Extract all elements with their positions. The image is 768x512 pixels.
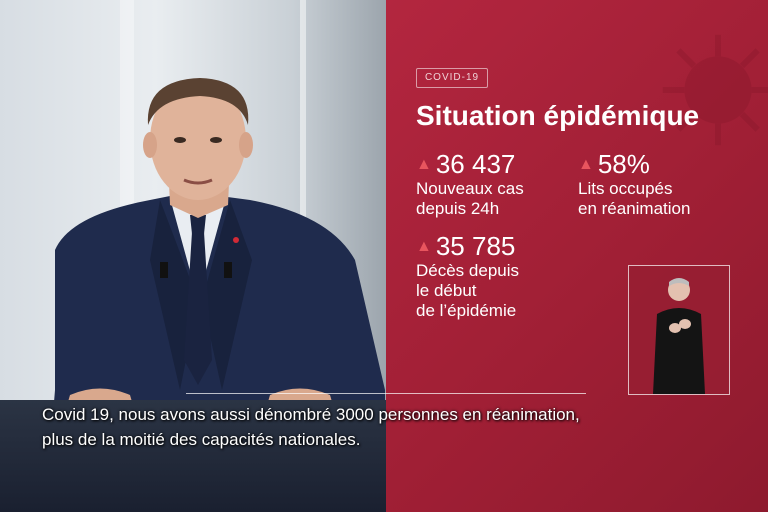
subtitle-line-1: Covid 19, nous avons aussi dénombré 3000…: [42, 405, 580, 424]
stat-label: Nouveaux cas: [416, 179, 524, 198]
arrow-up-icon: ▲: [416, 238, 432, 255]
stat-label: le début: [416, 281, 477, 300]
subtitle-line-2: plus de la moitié des capacités national…: [42, 430, 361, 449]
stat-label: Décès depuis: [416, 261, 520, 280]
desk: [0, 400, 390, 512]
coronavirus-icon: [662, 34, 768, 146]
stat-label: depuis 24h: [416, 199, 500, 218]
arrow-up-icon: ▲: [578, 156, 594, 173]
stat-label: en réanimation: [578, 199, 691, 218]
subtitle-divider: [186, 393, 586, 394]
stat-value: 36 437: [435, 149, 516, 179]
stat-label: de l’épidémie: [416, 301, 517, 320]
stat-value: 58%: [597, 149, 650, 179]
sign-language-interpreter: [628, 265, 730, 395]
stat-new-cases: ▲ 36 437 Nouveaux cas depuis 24h: [416, 150, 524, 219]
stat-value: 35 785: [435, 231, 516, 261]
interpreter-figure: [653, 278, 705, 394]
stat-label: Lits occupés: [578, 179, 673, 198]
stat-icu-beds: ▲ 58% Lits occupés en réanimation: [578, 150, 690, 219]
covid-tag: COVID-19: [416, 68, 488, 88]
panel-title: Situation épidémique: [416, 100, 700, 131]
arrow-up-icon: ▲: [416, 156, 432, 173]
stat-deaths: ▲ 35 785 Décès depuis le début de l’épidé…: [416, 232, 519, 321]
info-panel: [386, 0, 768, 512]
